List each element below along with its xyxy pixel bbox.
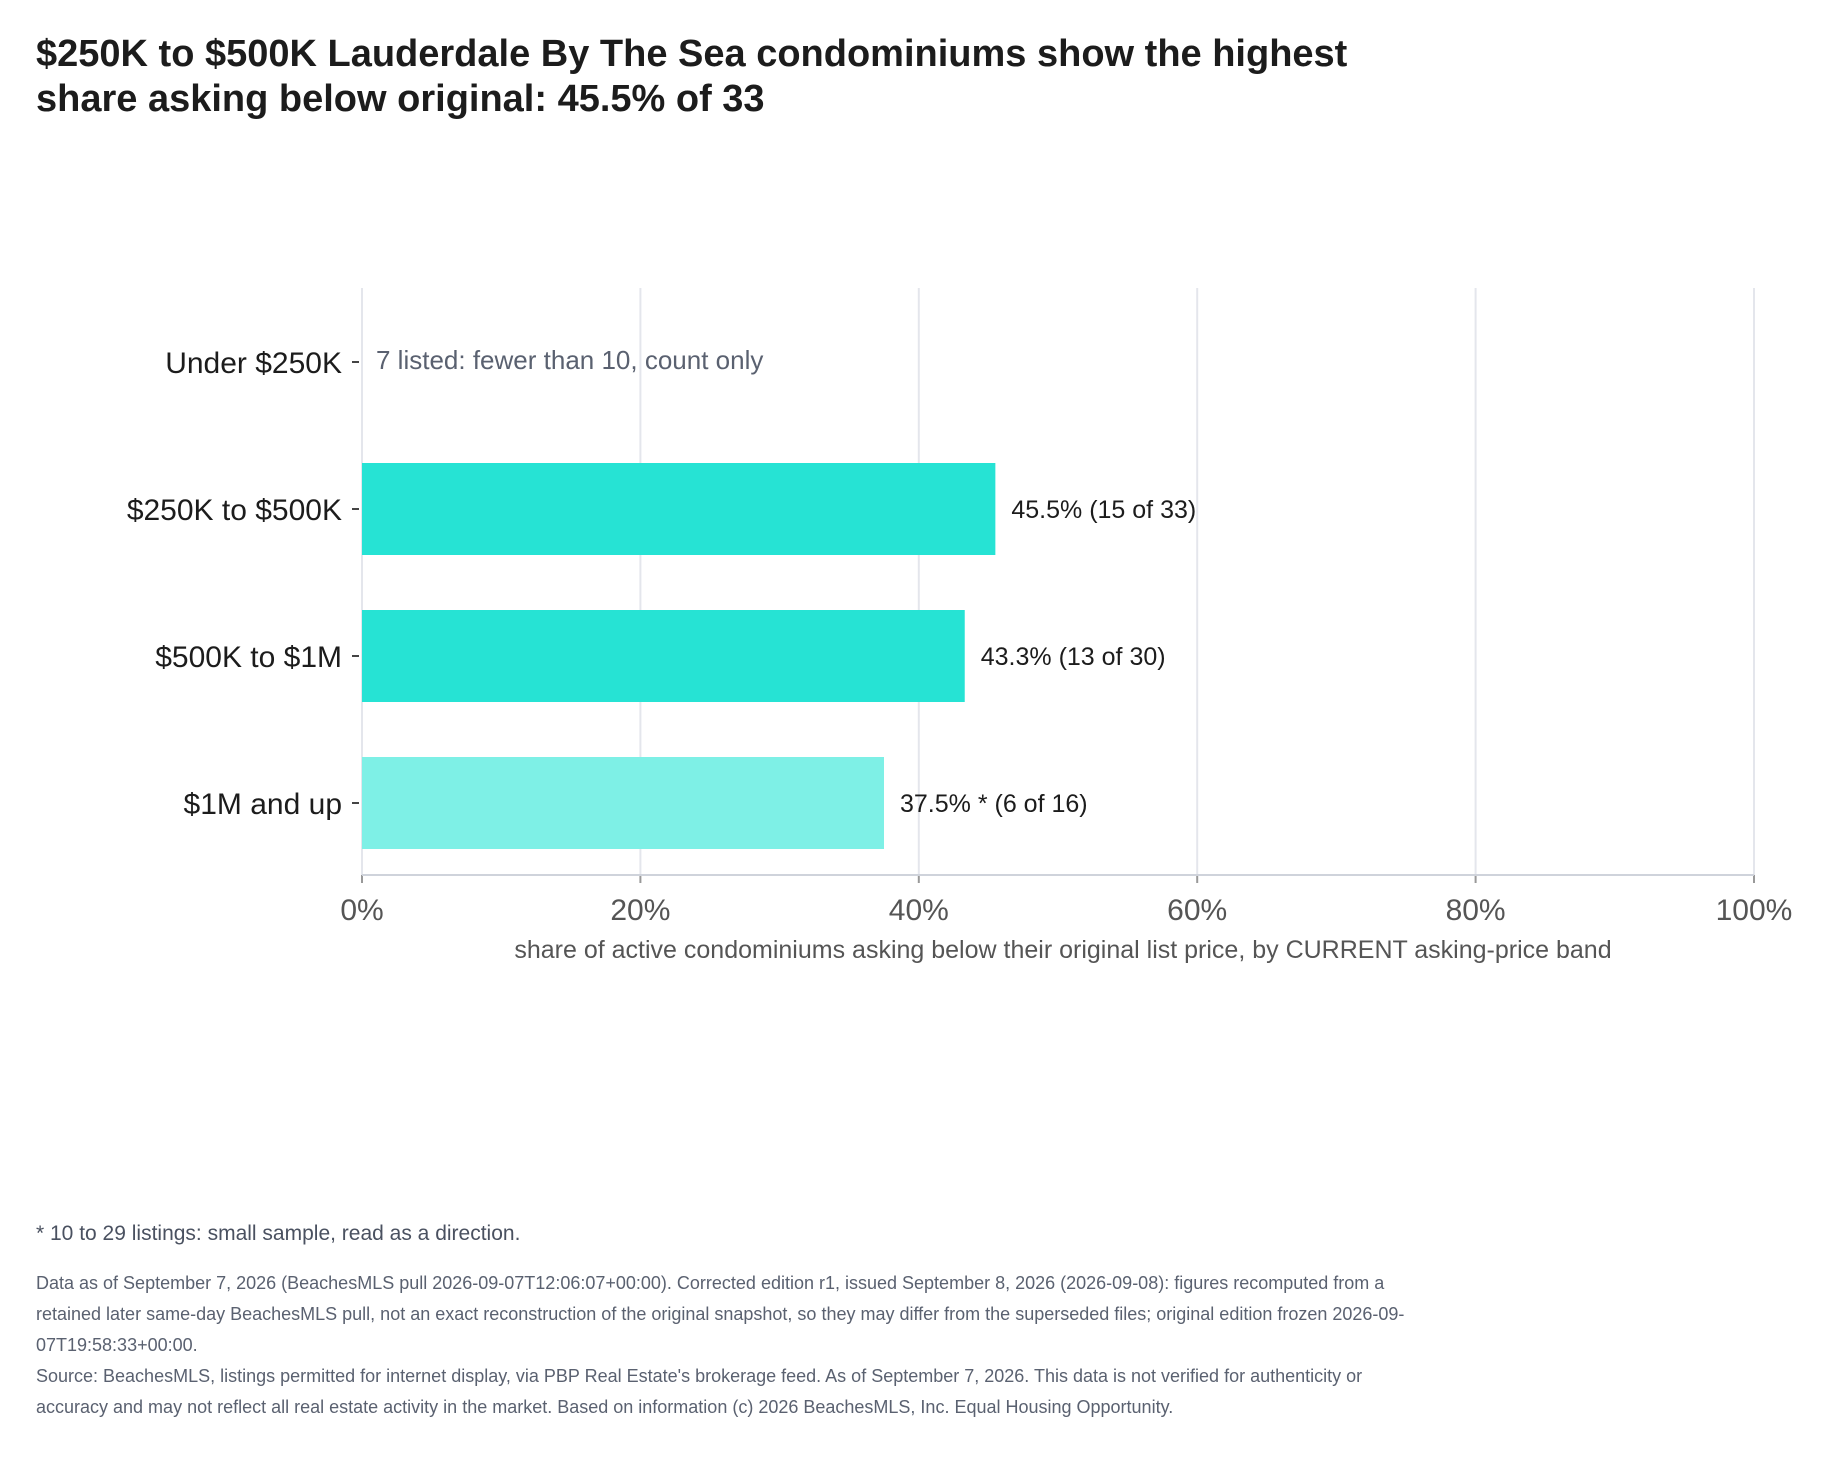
x-tick-label: 100%: [1716, 894, 1793, 927]
bar-value-label: 43.3% (13 of 30): [981, 643, 1166, 671]
count-only-note: 7 listed: fewer than 10, count only: [376, 345, 763, 375]
category-label: $1M and up: [184, 788, 342, 821]
footnote: * 10 to 29 listings: small sample, read …: [36, 1222, 521, 1245]
data-note: Data as of September 7, 2026 (BeachesMLS…: [36, 1273, 1405, 1355]
x-tick-label: 60%: [1167, 894, 1227, 927]
x-ticks: 0% 20% 40% 60% 80% 100%: [340, 874, 1793, 927]
bar-labels: 7 listed: fewer than 10, count only 45.5%…: [376, 345, 1196, 818]
x-axis-label: share of active condominiums asking belo…: [514, 936, 1611, 964]
x-tick-label: 20%: [610, 894, 670, 927]
x-tick-label: 40%: [889, 894, 949, 927]
category-label: $250K to $500K: [127, 494, 342, 527]
notes: Data as of September 7, 2026 (BeachesMLS…: [36, 1268, 1416, 1423]
bar: [362, 610, 965, 702]
gridlines: [361, 288, 1755, 875]
source-note: Source: BeachesMLS, listings permitted f…: [36, 1366, 1363, 1417]
bar: [362, 757, 884, 849]
bar: [362, 463, 996, 555]
category-label: Under $250K: [165, 347, 342, 380]
bars: [362, 463, 996, 849]
bar-chart: Under $250K $250K to $500K $500K to $1M $1M…: [127, 288, 1793, 964]
chart-title: $250K to $500K Lauderdale By The Sea con…: [36, 33, 1348, 120]
category-label: $500K to $1M: [155, 641, 342, 674]
x-tick-label: 80%: [1446, 894, 1506, 927]
bar-value-label: 45.5% (15 of 33): [1011, 496, 1196, 524]
bar-value-label: 37.5% * (6 of 16): [900, 790, 1088, 818]
category-labels: Under $250K $250K to $500K $500K to $1M $1M…: [127, 347, 359, 821]
x-tick-label: 0%: [340, 894, 383, 927]
